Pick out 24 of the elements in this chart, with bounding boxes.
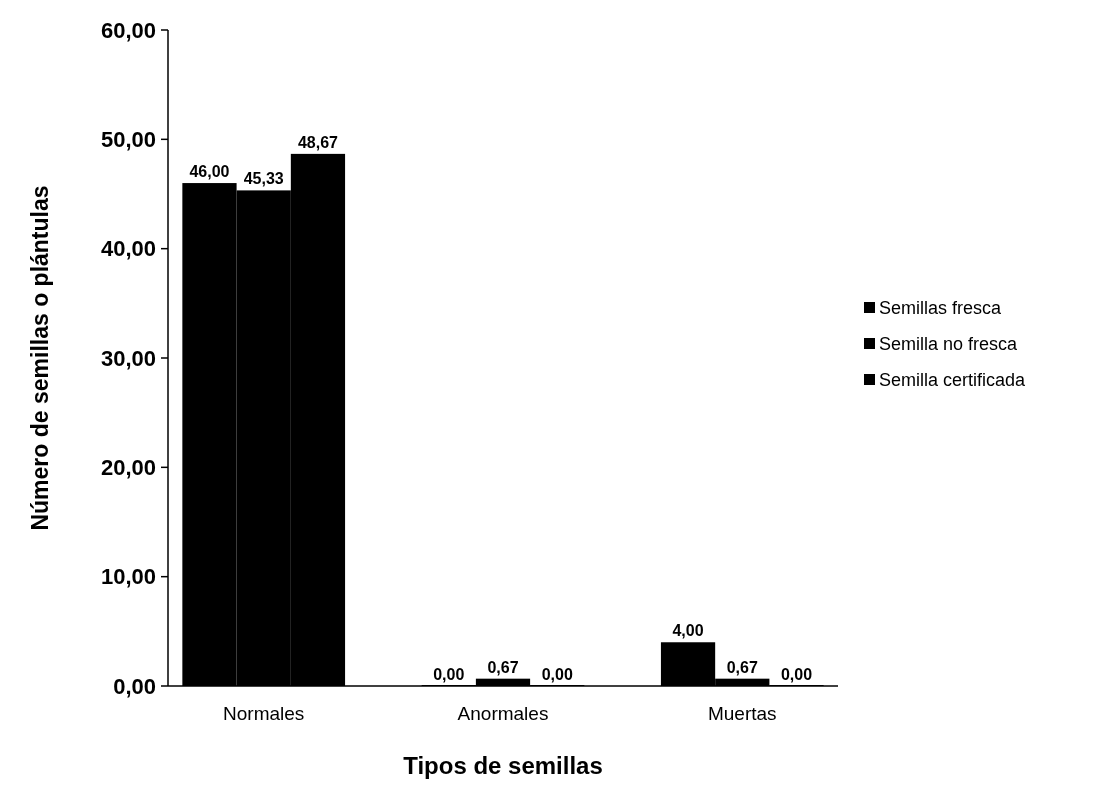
y-tick-label: 40,00 (100, 236, 156, 262)
y-tick-label: 10,00 (100, 564, 156, 590)
data-label: 0,67 (487, 658, 519, 676)
data-label: 4,00 (672, 622, 704, 640)
y-axis-title: Número de semillas o plántulas (27, 185, 53, 531)
y-tick-label: 20,00 (100, 455, 156, 481)
x-tick-label: Muertas (707, 703, 777, 724)
data-label: 46,00 (189, 163, 230, 181)
data-label: 0,67 (726, 658, 758, 676)
data-label: 0,00 (541, 666, 573, 683)
data-label: 48,67 (297, 133, 339, 151)
y-tick-label: 0,00 (113, 673, 156, 699)
legend-label: Semillas fresca (879, 298, 1003, 319)
y-tick-label: 30,00 (100, 345, 156, 371)
data-label: 0,00 (780, 666, 813, 683)
y-tick-label: 50,00 (100, 127, 156, 153)
data-label: 0,00 (433, 666, 465, 683)
legend-label: Semilla no fresca (879, 334, 1019, 355)
x-tick-label: Normales (223, 703, 305, 724)
data-label: 45,33 (243, 170, 284, 188)
legend-label: Semilla certificada (879, 370, 1027, 391)
y-tick-label: 60,00 (100, 17, 156, 43)
x-tick-label: Anormales (457, 703, 549, 724)
x-axis-title: Tipos de semillas (403, 752, 603, 779)
